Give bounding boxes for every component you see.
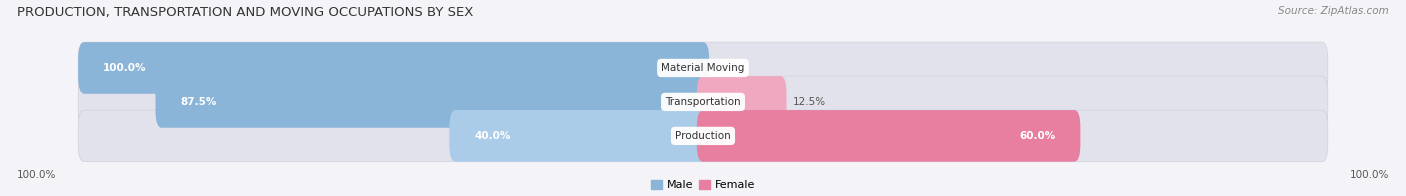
FancyBboxPatch shape xyxy=(79,76,1327,128)
Text: 12.5%: 12.5% xyxy=(793,97,825,107)
Legend: Male, Female: Male, Female xyxy=(651,180,755,191)
Text: 100.0%: 100.0% xyxy=(17,170,56,180)
FancyBboxPatch shape xyxy=(156,76,709,128)
FancyBboxPatch shape xyxy=(79,110,1327,162)
Text: Production: Production xyxy=(675,131,731,141)
Text: Material Moving: Material Moving xyxy=(661,63,745,73)
Text: 60.0%: 60.0% xyxy=(1019,131,1056,141)
FancyBboxPatch shape xyxy=(79,42,709,94)
Text: Transportation: Transportation xyxy=(665,97,741,107)
FancyBboxPatch shape xyxy=(79,42,1327,94)
Text: 40.0%: 40.0% xyxy=(474,131,510,141)
Text: Source: ZipAtlas.com: Source: ZipAtlas.com xyxy=(1278,6,1389,16)
Text: 100.0%: 100.0% xyxy=(103,63,146,73)
FancyBboxPatch shape xyxy=(697,110,1080,162)
Text: PRODUCTION, TRANSPORTATION AND MOVING OCCUPATIONS BY SEX: PRODUCTION, TRANSPORTATION AND MOVING OC… xyxy=(17,6,474,19)
Text: 87.5%: 87.5% xyxy=(180,97,217,107)
FancyBboxPatch shape xyxy=(697,76,786,128)
Text: 100.0%: 100.0% xyxy=(1350,170,1389,180)
FancyBboxPatch shape xyxy=(450,110,709,162)
